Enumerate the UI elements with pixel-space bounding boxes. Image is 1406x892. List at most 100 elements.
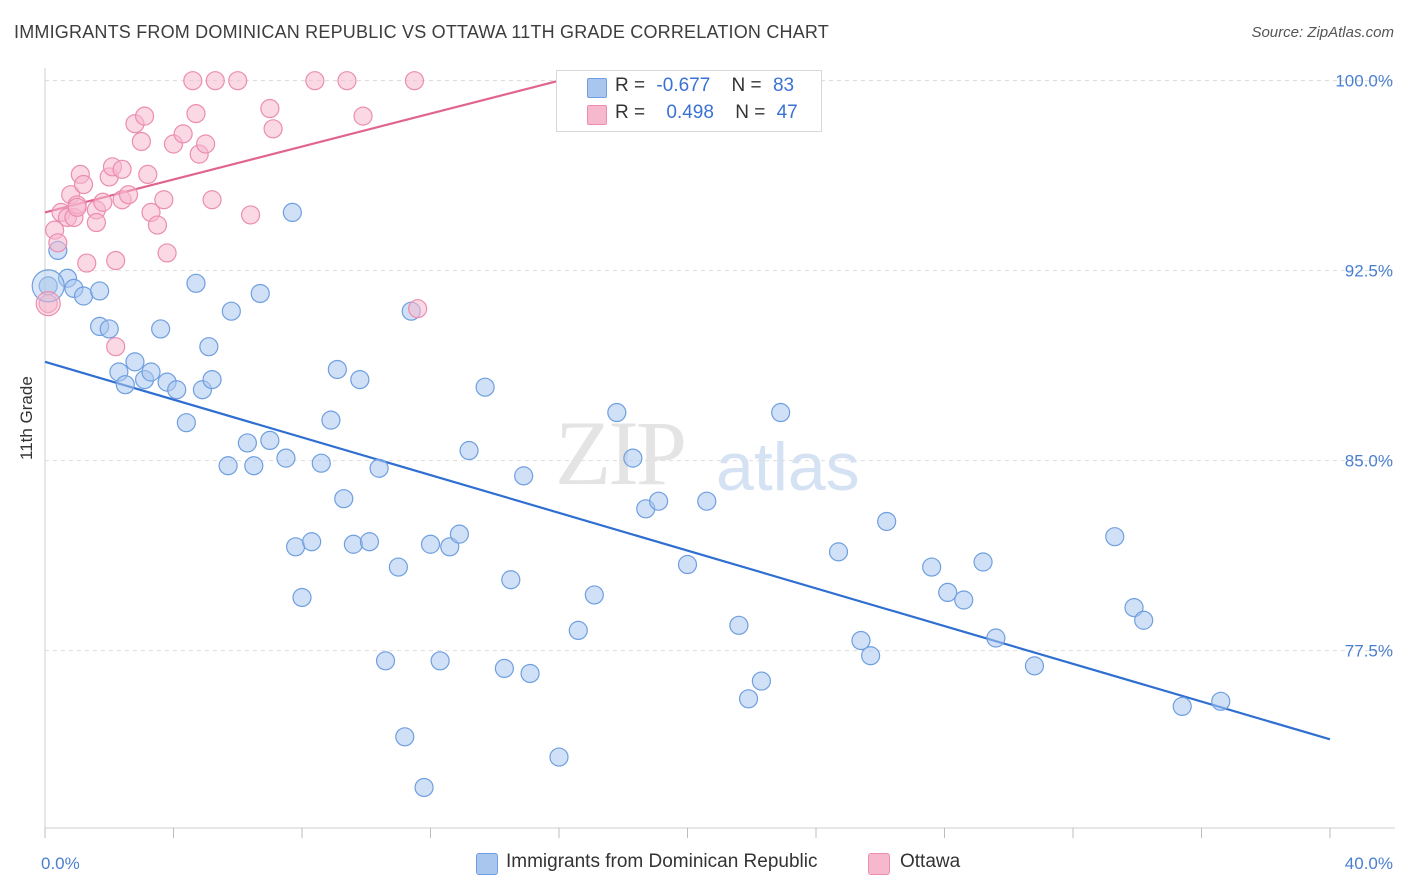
data-point-dominican [282,202,302,222]
data-point-dominican [584,585,604,605]
data-point-dominican [877,511,897,532]
data-point-dominican [1134,610,1154,630]
data-point-dominican [99,319,119,339]
data-point-dominican [199,337,219,357]
tick-labels: 77.5% 85.0% 92.5% 100.0% 0.0% 40.0% [41,72,1393,873]
data-point-ottawa [408,299,428,319]
correlation-legend: R = -0.677 N = 83 R = 0.498 N = 47 [556,70,822,132]
data-point-dominican [1124,597,1144,618]
data-point-ottawa-large [35,291,61,317]
data-point-dominican [828,542,849,562]
data-point-dominican [430,651,450,671]
data-point-dominican [334,489,354,509]
axes [44,68,1395,838]
trend-line-dominican [44,360,1331,741]
legend-swatch-blue [587,78,607,98]
data-point-ottawa [48,233,68,253]
data-point-ottawa [134,106,155,126]
data-point-dominican [494,658,514,679]
data-point-ottawa [138,164,158,184]
data-point-dominican [343,534,363,554]
data-point-ottawa [154,190,174,210]
data-point-dominican [677,554,698,575]
data-point-ottawa [263,119,283,139]
data-point-dominican [250,283,270,304]
data-point-dominican [475,377,495,397]
data-point-ottawa [173,124,193,144]
data-point-dominican [285,537,306,557]
data-point-dominican [771,402,791,423]
data-point-dominican [922,557,942,577]
y-tick-label: 77.5% [1345,642,1393,661]
data-point-ottawa [73,174,94,195]
data-point-ottawa [205,71,225,91]
data-point-dominican [151,319,171,339]
data-point-ottawa [106,250,126,271]
data-point-dominican [459,440,479,461]
data-point-dominican [1105,527,1125,547]
data-point-ottawa [228,71,248,91]
data-point-dominican [729,615,749,635]
legend-n-label: N = [735,102,766,123]
data-point-dominican [186,273,206,293]
data-point-dominican [176,413,196,433]
chart-title: IMMIGRANTS FROM DOMINICAN REPUBLIC VS OT… [14,22,830,42]
legend-row-pink: R = 0.498 N = 47 [615,102,798,126]
data-point-ottawa [260,98,280,119]
data-point-dominican [1211,691,1231,711]
data-point-dominican [141,362,161,382]
legend-n-label: N = [731,75,762,96]
data-point-ottawa [147,215,168,235]
data-point-dominican [90,281,110,301]
data-point-dominican [440,537,460,557]
data-point-ottawa [106,337,126,357]
x-tick-label: 40.0% [1345,854,1393,873]
data-point-dominican [449,524,470,544]
data-point-dominican [973,552,993,572]
data-point-dominican [986,628,1006,648]
data-point-dominican [388,557,408,577]
data-point-dominican [292,587,312,608]
data-point-dominican [501,570,521,590]
data-point-ottawa [183,71,203,91]
data-point-dominican [395,727,415,747]
legend-r-value: 0.498 [666,102,714,123]
data-point-dominican [359,532,380,552]
data-point-dominican [375,651,396,671]
data-point-dominican [514,466,534,486]
data-point-dominican [311,453,331,473]
data-point-ottawa [186,103,206,124]
gridlines [45,80,1395,652]
data-point-dominican [260,430,280,450]
data-point-dominican [568,620,588,641]
data-point-dominican [73,286,94,306]
data-point-dominican [938,582,958,603]
legend-n-value: 47 [776,102,798,123]
data-point-dominican [321,410,341,430]
legend-swatch-pink [587,105,607,125]
legend-row-blue: R = -0.677 N = 83 [615,75,794,99]
data-point-dominican [276,448,296,468]
data-point-ottawa [86,212,107,233]
data-point-dominican [1172,696,1192,717]
data-point-dominican [244,456,264,476]
data-point-dominican [302,532,322,552]
data-point-dominican [738,689,759,709]
data-point-dominican [414,777,434,798]
data-point-ottawa [112,159,132,179]
data-point-ottawa [241,205,261,225]
series-swatch-blue [476,853,498,875]
data-point-dominican [221,301,241,321]
data-point-dominican [125,352,145,372]
data-point-dominican [327,359,347,380]
data-point-ottawa [67,197,87,217]
data-point-dominican [861,646,881,666]
data-point-ottawa [202,190,222,210]
data-point-ottawa [305,71,325,91]
data-point-dominican [1024,656,1045,676]
source-label: Source: ZipAtlas.com [1251,24,1394,41]
y-tick-label: 100.0% [1335,72,1393,91]
data-point-dominican [623,448,643,468]
data-point-dominican [369,458,389,478]
